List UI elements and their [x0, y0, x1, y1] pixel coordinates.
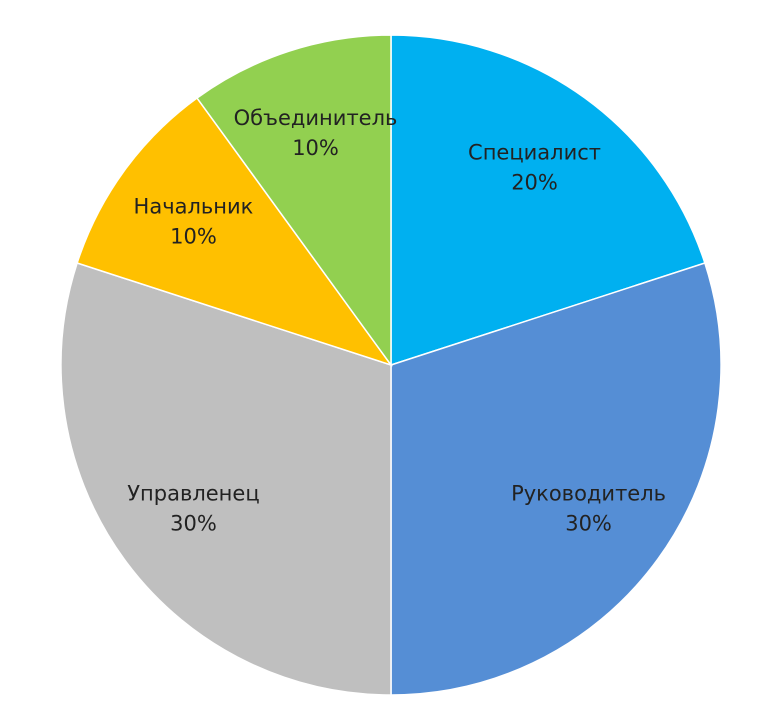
slice-label: Руководитель — [511, 482, 666, 506]
slice-label: Объединитель — [234, 106, 398, 130]
pie-slice — [195, 34, 392, 368]
pie-slice — [390, 34, 706, 367]
slice-label: Начальник — [134, 194, 254, 218]
slice-label: Специалист — [468, 140, 601, 164]
slice-value-label: 10% — [292, 136, 339, 160]
slice-value-label: 30% — [170, 512, 217, 536]
slice-value-label: 10% — [170, 224, 217, 248]
pie-slice — [76, 96, 393, 367]
slice-label: Управленец — [127, 482, 259, 506]
pie-slice — [390, 262, 722, 696]
slice-value-label: 30% — [565, 512, 612, 536]
pie-slice — [60, 262, 392, 696]
slice-value-label: 20% — [511, 170, 558, 194]
